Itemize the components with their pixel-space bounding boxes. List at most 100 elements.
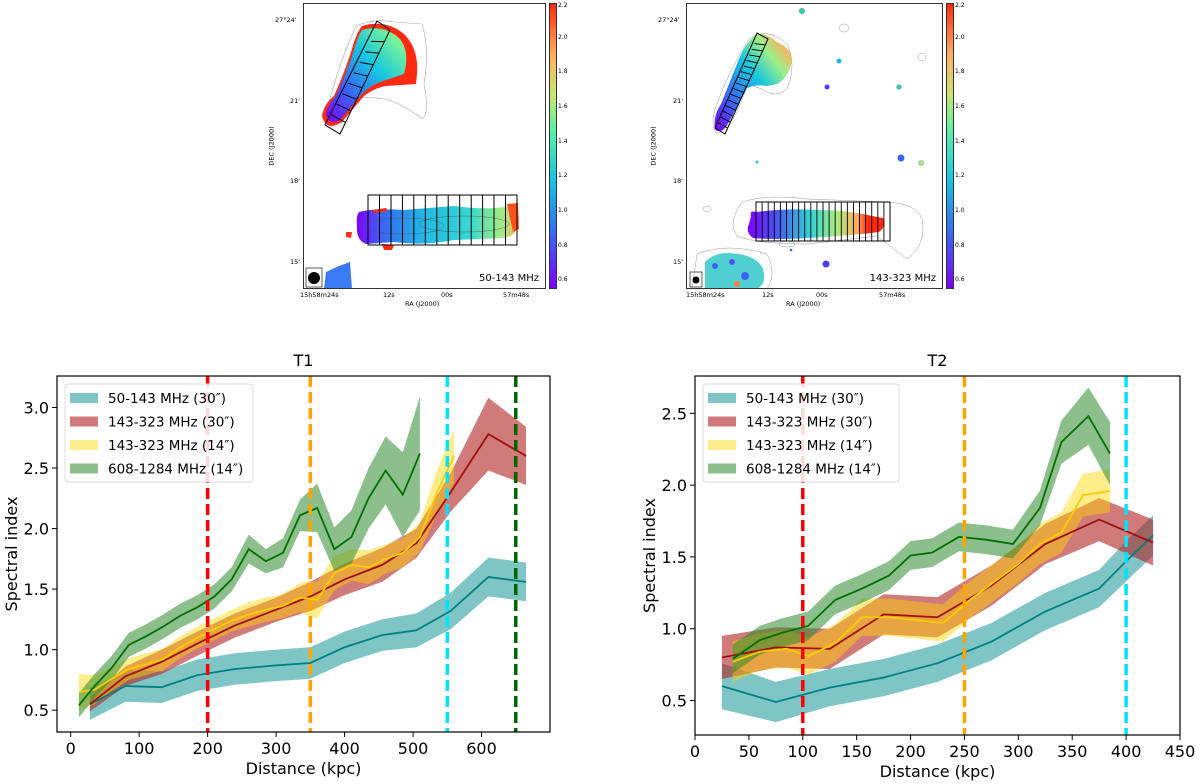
tail-grid (761, 202, 885, 241)
legend-swatch (708, 440, 736, 450)
colorbar-tick-label: 1.8 (558, 68, 568, 76)
y-tick-label: 1.5 (662, 548, 687, 567)
error-band (78, 429, 455, 711)
error-band (721, 515, 1154, 723)
x-axis-label: Distance (kpc) (246, 759, 362, 778)
series-line (732, 414, 1111, 660)
ra-tick: 12s (383, 291, 395, 299)
colorbar (549, 3, 557, 289)
colorbar-tick-label: 1.6 (558, 103, 568, 110)
colorbar-tick-label: 1.2 (955, 172, 965, 180)
dec-tick: 21' (290, 97, 301, 105)
x-tick-label: 100 (788, 742, 819, 761)
y-tick-label: 2.0 (24, 520, 49, 539)
legend: 50-143 MHz (30″) 143-323 MHz (30″) 143-323… (702, 383, 900, 483)
legend-label: 50-143 MHz (30″) (746, 391, 864, 407)
beam-icon (308, 272, 320, 284)
spectral-index-profile-t2: 0 50 100 150 200 250 300 350 400 450 0.5 1.0 1.5 2.0 2… (640, 351, 1196, 781)
legend-swatch (70, 440, 98, 450)
x-tick-label: 200 (895, 742, 926, 761)
legend-swatch (70, 416, 98, 427)
x-tick-label: 50 (739, 742, 759, 761)
x-tick-label: 500 (398, 739, 429, 758)
x-tick-label: 450 (1165, 742, 1196, 761)
y-tick-label: 1.5 (24, 580, 49, 599)
colorbar-tick-label: 1.4 (955, 137, 965, 145)
dec-tick: 27°24' (658, 16, 680, 24)
dec-axis-label: DEC (J2000) (649, 126, 658, 166)
legend-label: 143-323 MHz (30″) (746, 415, 873, 431)
ra-tick: 00s (441, 291, 453, 299)
series-line (89, 432, 527, 705)
axes-frame (56, 375, 551, 733)
error-band (78, 396, 420, 718)
ra-axis-label: RA (J2000) (405, 300, 440, 308)
x-tick-label: 250 (949, 742, 980, 761)
colorbar-tick-label: 0.6 (955, 276, 965, 284)
x-tick-label: 150 (841, 742, 872, 761)
spectral-index-profile-t1: 0 100 200 300 400 500 600 0.5 1.0 1.5 2.0 2.5 3.0 T1 D… (2, 351, 551, 778)
y-axis-label: Spectral index (2, 497, 21, 612)
colorbar-tick-label: 0.6 (558, 276, 568, 284)
ra-tick: 00s (816, 291, 828, 299)
legend-swatch (70, 393, 98, 403)
axes-frame (694, 375, 1181, 736)
map-frequency-label: 50-143 MHz (479, 273, 539, 284)
spectral-index-map-143-323: 143-323 MHz (686, 3, 943, 289)
colorbar-tick-label: 2.0 (955, 33, 965, 41)
legend-label: 143-323 MHz (14″) (746, 438, 873, 454)
legend-swatch (708, 463, 736, 474)
dec-axis-label: DEC (J2000) (267, 126, 276, 166)
legend-frame (64, 383, 254, 483)
x-tick-label: 0 (66, 739, 76, 758)
map-image (305, 20, 519, 288)
legend-label: 608-1284 MHz (14″) (108, 462, 243, 478)
legend: 50-143 MHz (30″) 143-323 MHz (30″) 143-323… (64, 383, 254, 483)
error-band (732, 387, 1110, 674)
x-tick-label: 100 (124, 739, 155, 758)
series-line (732, 489, 1111, 663)
series-line (78, 455, 455, 693)
colorbar-tick-label: 1.0 (558, 207, 568, 214)
error-band (89, 557, 527, 720)
colorbar-tick-label: 1.4 (558, 137, 568, 145)
colorbar-tick-label: 2.2 (558, 2, 568, 9)
colorbar-tick-label: 1.8 (955, 68, 965, 76)
colorbar-tick-label: 1.0 (955, 207, 965, 214)
x-axis-label: Distance (kpc) (880, 762, 996, 781)
x-tick-label: 300 (1003, 742, 1034, 761)
map-frequency-label: 143-323 MHz (869, 273, 936, 284)
x-tick-label: 200 (192, 739, 223, 758)
ra-axis-label: RA (J2000) (786, 300, 821, 308)
ra-tick: 57m48s (503, 291, 530, 299)
error-band (89, 397, 527, 712)
map-image (689, 7, 927, 288)
colorbar-tick-label: 2.2 (955, 2, 965, 9)
plot-area (78, 376, 527, 732)
dec-tick: 15' (290, 258, 301, 266)
y-tick-label: 2.0 (662, 476, 687, 495)
beam-box (689, 271, 703, 288)
dec-tick: 18' (290, 177, 301, 185)
legend-label: 50-143 MHz (30″) (108, 391, 226, 407)
error-band (732, 469, 1110, 682)
compact-sources (755, 7, 924, 268)
x-tick-label: 300 (261, 739, 292, 758)
legend-swatch (70, 463, 98, 474)
ra-tick: 57m48s (879, 291, 906, 299)
x-tick-label: 400 (1111, 742, 1142, 761)
colorbar-tick-label: 0.8 (558, 241, 568, 249)
colorbar (946, 3, 954, 289)
series-line (721, 518, 1154, 659)
ra-tick: 15h58m24s (686, 291, 725, 299)
y-tick-label: 0.5 (24, 701, 49, 720)
ra-tick: 12s (762, 291, 774, 299)
x-tick-label: 400 (329, 739, 360, 758)
colorbar-tick-label: 2.0 (558, 33, 568, 41)
legend-swatch (708, 416, 736, 427)
y-tick-label: 2.5 (24, 459, 49, 478)
legend-label: 608-1284 MHz (14″) (746, 462, 881, 478)
dec-tick: 21' (673, 97, 684, 105)
y-tick-label: 1.0 (24, 641, 49, 660)
dec-tick: 18' (673, 177, 684, 185)
